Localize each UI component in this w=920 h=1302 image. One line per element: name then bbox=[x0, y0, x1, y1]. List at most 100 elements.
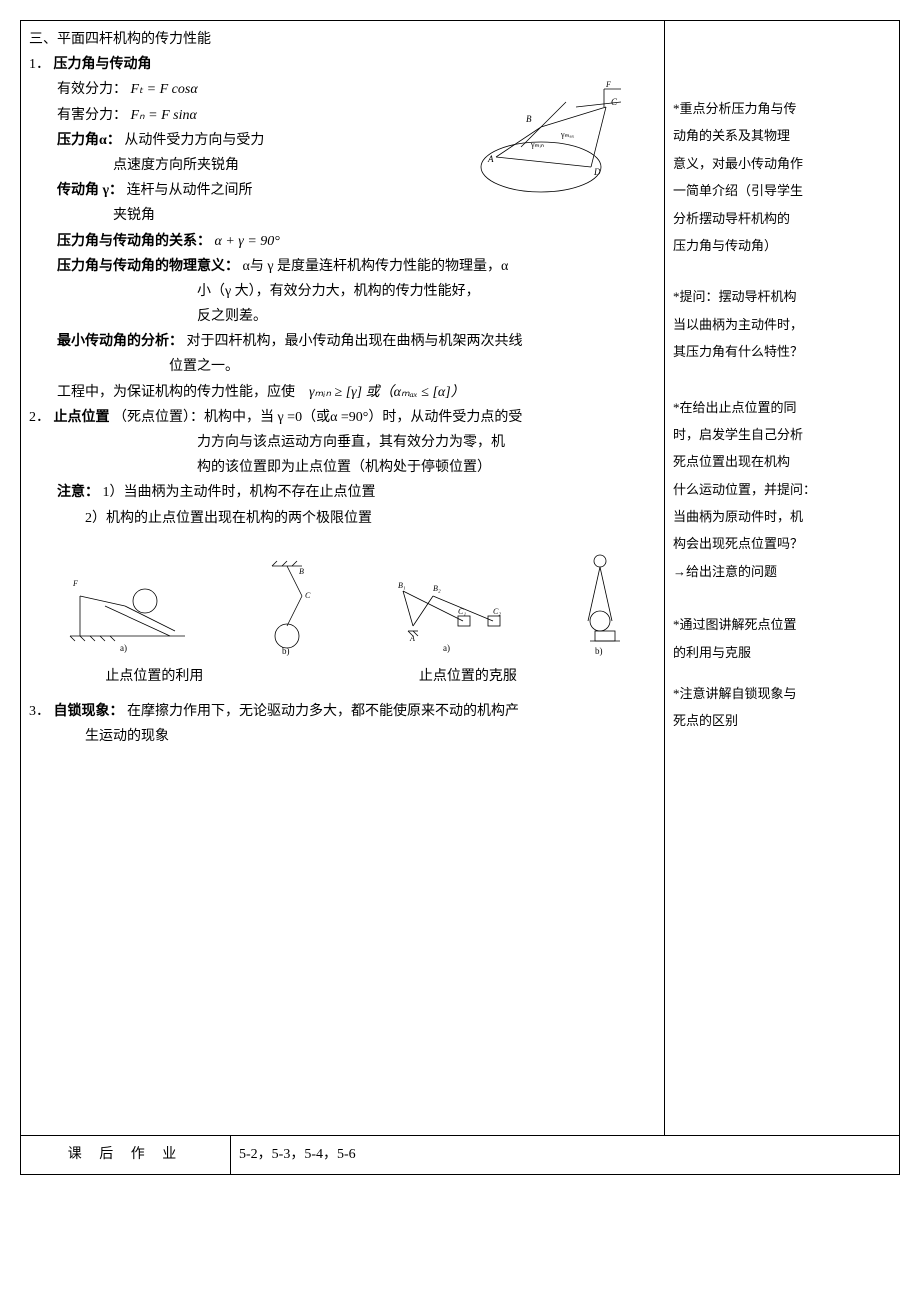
pressure-angle-label: 压力角α： bbox=[57, 133, 121, 148]
homework-content: 5-2，5-3，5-4，5-6 bbox=[239, 1147, 356, 1162]
svg-text:C₁: C₁ bbox=[458, 607, 466, 616]
svg-text:B₂: B₂ bbox=[433, 584, 441, 593]
main-layout-table: 三、平面四杆机构的传力性能 1． 压力角与传动角 bbox=[20, 20, 900, 1175]
engineering-text: 工程中，为保证机构的传力性能，应使 bbox=[57, 385, 295, 400]
note5-l2: 死点的区别 bbox=[673, 709, 891, 732]
note1-text: 1）当曲柄为主动件时，机构不存在止点位置 bbox=[103, 485, 376, 500]
note-line1: 注意： 1）当曲柄为主动件时，机构不存在止点位置 bbox=[29, 480, 656, 505]
note1-l4: 一简单介绍（引导学生 bbox=[673, 179, 891, 202]
note5-l1: *注意讲解自锁现象与 bbox=[673, 682, 891, 705]
note3-l4: 什么运动位置，并提问： bbox=[673, 478, 891, 501]
svg-text:C₂: C₂ bbox=[493, 607, 501, 616]
note1-l1: *重点分析压力角与传 bbox=[673, 97, 891, 120]
captions-row: 止点位置的利用 止点位置的克服 bbox=[29, 664, 656, 689]
effective-label: 有效分力： bbox=[57, 82, 127, 97]
note2-l3: 其压力角有什么特性？ bbox=[673, 340, 891, 363]
svg-text:F: F bbox=[605, 80, 611, 89]
sub2-num: 2． bbox=[29, 405, 50, 430]
note-label: 注意： bbox=[57, 485, 99, 500]
note-block-4: *通过图讲解死点位置 的利用与克服 bbox=[673, 613, 891, 664]
homework-content-cell: 5-2，5-3，5-4，5-6 bbox=[231, 1136, 900, 1174]
section3-title: 三、平面四杆机构的传力性能 bbox=[29, 27, 656, 52]
svg-text:C: C bbox=[611, 97, 618, 107]
trans-angle-label: 传动角 γ： bbox=[57, 183, 123, 198]
note3-l2: 时，启发学生自己分析 bbox=[673, 423, 891, 446]
meaning-line3: 反之则差。 bbox=[29, 304, 656, 329]
sub3-text1: 在摩擦力作用下，无论驱动力多大，都不能使原来不动的机构产 bbox=[127, 704, 519, 719]
homework-label: 课 后 作 业 bbox=[68, 1147, 184, 1162]
svg-text:B: B bbox=[526, 114, 532, 124]
diagram-use-a: F a) bbox=[55, 546, 195, 656]
trans-angle-line2: 夹锐角 bbox=[29, 203, 656, 228]
meaning-line1: 压力角与传动角的物理意义： α与 γ 是度量连杆机构传力性能的物理量，α bbox=[29, 254, 656, 279]
sub1-num: 1． bbox=[29, 52, 50, 77]
sub2-line3: 构的该位置即为止点位置（机构处于停顿位置） bbox=[29, 455, 656, 480]
main-content-cell: 三、平面四杆机构的传力性能 1． 压力角与传动角 bbox=[21, 21, 665, 1136]
note-block-2: *提问：摆动导杆机构 当以曲柄为主动件时， 其压力角有什么特性？ bbox=[673, 285, 891, 363]
caption-use: 止点位置的利用 bbox=[29, 664, 280, 689]
effective-formula: Fₜ = F cosα bbox=[131, 82, 198, 97]
min-trans-label: 最小传动角的分析： bbox=[57, 334, 183, 349]
note-block-5: *注意讲解自锁现象与 死点的区别 bbox=[673, 682, 891, 733]
min-trans-text1: 对于四杆机构，最小传动角出现在曲柄与机架两次共线 bbox=[187, 334, 523, 349]
homework-label-cell: 课 后 作 业 bbox=[21, 1136, 231, 1174]
page-container: 三、平面四杆机构的传力性能 1． 压力角与传动角 bbox=[20, 20, 900, 1175]
note3-l5: 当曲柄为原动件时，机 bbox=[673, 505, 891, 528]
note4-l1: *通过图讲解死点位置 bbox=[673, 613, 891, 636]
svg-text:B: B bbox=[299, 567, 304, 576]
sub2-title: 止点位置 bbox=[54, 410, 110, 425]
min-trans-line2: 位置之一。 bbox=[29, 354, 656, 379]
engineering-line: 工程中，为保证机构的传力性能，应使 γₘᵢₙ ≥ [γ] 或（αₘₐₓ ≤ [α… bbox=[29, 380, 656, 405]
diagram-overcome-b: b) bbox=[570, 546, 630, 656]
notes-cell: *重点分析压力角与传 动角的关系及其物理 意义，对最小传动角作 一简单介绍（引导… bbox=[665, 21, 900, 1136]
svg-text:D: D bbox=[593, 167, 601, 177]
note3-l3: 死点位置出现在机构 bbox=[673, 450, 891, 473]
svg-text:γₘᵢₙ: γₘᵢₙ bbox=[530, 140, 544, 149]
note3-l1: *在给出止点位置的同 bbox=[673, 396, 891, 419]
note1-l6: 压力角与传动角） bbox=[673, 234, 891, 257]
note-line2: 2）机构的止点位置出现在机构的两个极限位置 bbox=[29, 506, 656, 531]
svg-text:F: F bbox=[72, 579, 78, 588]
meaning-label: 压力角与传动角的物理意义： bbox=[57, 259, 239, 274]
note1-l2: 动角的关系及其物理 bbox=[673, 124, 891, 147]
sub3-line2: 生运动的现象 bbox=[29, 724, 656, 749]
harmful-label: 有害分力： bbox=[57, 108, 127, 123]
svg-text:A: A bbox=[487, 154, 494, 164]
pressure-angle-desc1: 从动件受力方向与受力 bbox=[124, 133, 264, 148]
note-block-1: *重点分析压力角与传 动角的关系及其物理 意义，对最小传动角作 一简单介绍（引导… bbox=[673, 97, 891, 257]
sub1-title: 压力角与传动角 bbox=[54, 57, 152, 72]
note2-l1: *提问：摆动导杆机构 bbox=[673, 285, 891, 308]
meaning-text1: α与 γ 是度量连杆机构传力性能的物理量，α bbox=[243, 259, 509, 274]
relation-label: 压力角与传动角的关系： bbox=[57, 234, 211, 249]
min-trans-line1: 最小传动角的分析： 对于四杆机构，最小传动角出现在曲柄与机架两次共线 bbox=[29, 329, 656, 354]
engineering-formula: γₘᵢₙ ≥ [γ] 或（αₘₐₓ ≤ [α]） bbox=[309, 385, 465, 400]
sub3-line1: 3． 自锁现象： 在摩擦力作用下，无论驱动力多大，都不能使原来不动的机构产 bbox=[29, 699, 656, 724]
note-block-3: *在给出止点位置的同 时，启发学生自己分析 死点位置出现在机构 什么运动位置，并… bbox=[673, 396, 891, 584]
sub3-num: 3． bbox=[29, 699, 50, 724]
relation-line: 压力角与传动角的关系： α + γ = 90° bbox=[29, 229, 656, 254]
sub2-line1: 2． 止点位置 （死点位置）：机构中，当 γ =0（或α =90°）时，从动件受… bbox=[29, 405, 656, 430]
caption-overcome: 止点位置的克服 bbox=[280, 664, 656, 689]
diagram-overcome-a: B₁ B₂ C₁ C₂ A a) bbox=[378, 546, 518, 656]
note3-l7: →给出注意的问题 bbox=[673, 560, 891, 583]
note1-l5: 分析摆动导杆机构的 bbox=[673, 207, 891, 230]
svg-text:b): b) bbox=[595, 646, 603, 656]
diagrams-row: F a) bbox=[29, 546, 656, 656]
sub2-line2: 力方向与该点运动方向垂直，其有效分力为零，机 bbox=[29, 430, 656, 455]
sub2-rest: （死点位置）：机构中，当 γ =0（或α =90°）时，从动件受力点的受 bbox=[113, 410, 522, 425]
svg-text:a): a) bbox=[120, 643, 127, 653]
relation-formula: α + γ = 90° bbox=[215, 234, 280, 249]
bottom-spacer bbox=[29, 749, 656, 1129]
harmful-formula: Fₙ = F sinα bbox=[131, 108, 197, 123]
sub1-heading: 1． 压力角与传动角 bbox=[29, 52, 656, 77]
trans-angle-desc1: 连杆与从动件之间所 bbox=[127, 183, 253, 198]
sub3-title: 自锁现象： bbox=[54, 704, 124, 719]
note2-l2: 当以曲柄为主动件时， bbox=[673, 313, 891, 336]
meaning-line2: 小（γ 大），有效分力大，机构的传力性能好， bbox=[29, 279, 656, 304]
note3-l6: 构会出现死点位置吗？ bbox=[673, 532, 891, 555]
four-bar-diagram: B C A D γₘₐₓ γₘᵢₙ F bbox=[426, 77, 656, 197]
svg-text:C: C bbox=[305, 591, 311, 600]
note4-l2: 的利用与克服 bbox=[673, 641, 891, 664]
svg-text:A: A bbox=[409, 634, 415, 643]
sub1-block: B C A D γₘₐₓ γₘᵢₙ F 有效分力： Fₜ = F cosα bbox=[29, 77, 656, 228]
